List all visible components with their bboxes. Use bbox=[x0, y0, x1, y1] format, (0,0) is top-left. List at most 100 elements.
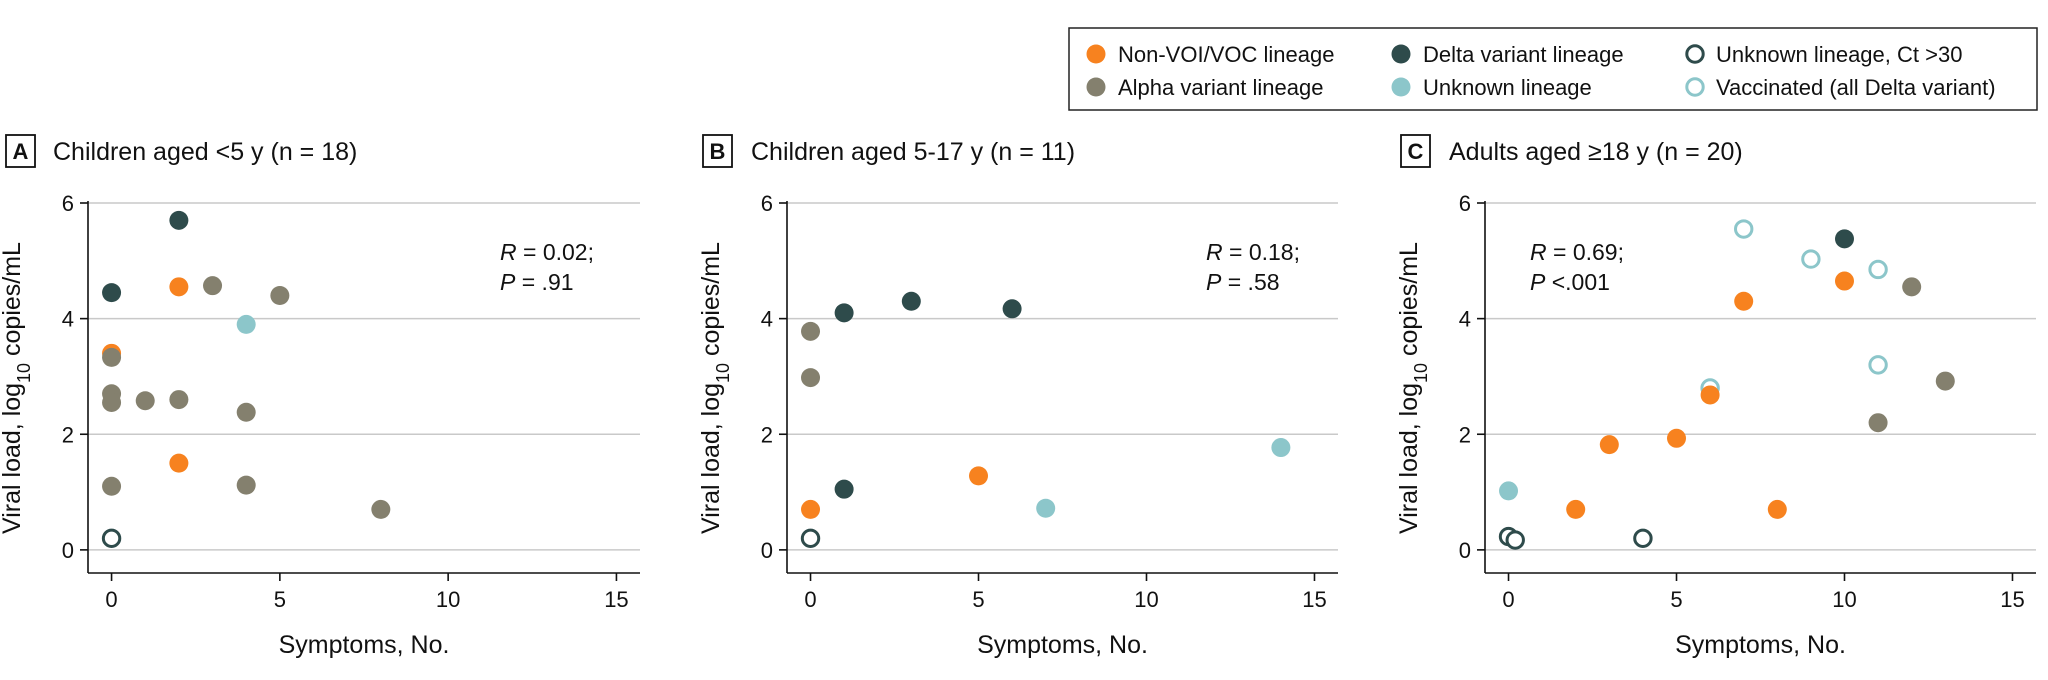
panel-c-y-tick-label-0: 0 bbox=[1459, 538, 1471, 563]
panel-b-point-5 bbox=[1271, 438, 1291, 458]
panel-a-p-label: P bbox=[500, 269, 516, 295]
panel-a-p-value: = .91 bbox=[515, 269, 573, 295]
legend-label-delta: Delta variant lineage bbox=[1423, 42, 1624, 67]
panel-c: C Adults aged ≥18 y (n = 20) 0 2 4 6 0 5 10 15 S… bbox=[1395, 134, 2036, 659]
panel-a-title: Children aged <5 y (n = 18) bbox=[53, 138, 357, 166]
panel-c-point-5 bbox=[1902, 277, 1922, 297]
panel-b-p-value: = .58 bbox=[1221, 269, 1279, 295]
panel-b-x-tick-label-2: 10 bbox=[1134, 587, 1158, 612]
panel-c-y-tick-label-3: 6 bbox=[1459, 191, 1471, 216]
panel-a-x-tick-label-1: 5 bbox=[274, 587, 286, 612]
panel-a-point-11 bbox=[169, 390, 189, 410]
panel-b-x-tick-label-0: 0 bbox=[804, 587, 816, 612]
panel-b-point-1 bbox=[801, 368, 821, 388]
panel-a-point-17 bbox=[101, 528, 122, 549]
panel-a-y-tick-label-2: 4 bbox=[62, 307, 74, 332]
panel-c-point-2 bbox=[1801, 249, 1821, 269]
panel-c-r-value: = 0.69; bbox=[1547, 239, 1624, 265]
panel-a-point-16 bbox=[371, 499, 391, 519]
panel-b-y-tick-label-1: 2 bbox=[761, 422, 773, 447]
panel-a-point-0 bbox=[102, 283, 122, 303]
panel-c-p-label: P bbox=[1530, 269, 1546, 295]
panel-c-p-value: <.001 bbox=[1545, 269, 1610, 295]
panel-a-letter: A bbox=[13, 139, 29, 164]
panel-c-r-stat: R = 0.69; bbox=[1530, 239, 1624, 265]
panel-b-y-tick-label-3: 6 bbox=[761, 191, 773, 216]
panel-b-p-label: P bbox=[1206, 269, 1222, 295]
panel-b-x-axis-title: Symptoms, No. bbox=[977, 631, 1148, 659]
panel-c-y-tick-label-1: 2 bbox=[1459, 422, 1471, 447]
panel-a-y-axis-title: Viral load, log10 copies/mL bbox=[0, 242, 34, 534]
panel-b-point-7 bbox=[834, 479, 854, 499]
panel-a-point-14 bbox=[102, 476, 122, 496]
panel-c-point-7 bbox=[1868, 355, 1888, 375]
panel-c-x-tick-label-0: 0 bbox=[1502, 587, 1514, 612]
legend-item-unknown: Unknown lineage bbox=[1391, 75, 1592, 100]
panel-b-y-axis-title: Viral load, log10 copies/mL bbox=[697, 242, 733, 534]
panel-c-y-axis-title: Viral load, log10 copies/mL bbox=[1395, 242, 1431, 534]
panel-a-point-13 bbox=[169, 453, 189, 473]
legend-item-alpha: Alpha variant lineage bbox=[1086, 75, 1323, 100]
panel-a-r-value: = 0.02; bbox=[517, 239, 594, 265]
panel-c-point-12 bbox=[1667, 428, 1687, 448]
panel-c-point-13 bbox=[1599, 435, 1619, 455]
legend-label-alpha: Alpha variant lineage bbox=[1118, 75, 1323, 100]
legend-item-delta: Delta variant lineage bbox=[1391, 42, 1624, 67]
panel-a-point-15 bbox=[236, 475, 256, 495]
panel-b-point-6 bbox=[969, 466, 989, 486]
panel-b-x-tick-label-3: 15 bbox=[1302, 587, 1326, 612]
panel-c-letter: C bbox=[1408, 139, 1424, 164]
panel-a-point-10 bbox=[135, 391, 155, 411]
legend-label-nonvoi: Non-VOI/VOC lineage bbox=[1118, 42, 1334, 67]
panel-c-title: Adults aged ≥18 y (n = 20) bbox=[1449, 138, 1743, 166]
legend-item-nonvoi: Non-VOI/VOC lineage bbox=[1086, 42, 1334, 67]
panel-b-p-stat: P = .58 bbox=[1206, 269, 1280, 295]
panel-c-point-1 bbox=[1834, 229, 1854, 249]
panel-b: B Children aged 5-17 y (n = 11) 0 2 4 6 0 5 10… bbox=[697, 134, 1338, 659]
panel-c-point-16 bbox=[1767, 499, 1787, 519]
panel-b-letter-box bbox=[702, 134, 733, 168]
panel-a-p-stat: P = .91 bbox=[500, 269, 574, 295]
panel-c-letter-box bbox=[1400, 134, 1431, 168]
panel-c-point-0 bbox=[1734, 219, 1754, 239]
panel-a-y-tick-label-0: 0 bbox=[62, 538, 74, 563]
panel-c-point-11 bbox=[1868, 413, 1888, 433]
panel-c-r-label: R bbox=[1530, 239, 1547, 265]
panel-b-letter: B bbox=[710, 139, 726, 164]
panel-c-y-tick-label-2: 4 bbox=[1459, 307, 1471, 332]
panel-b-r-stat: R = 0.18; bbox=[1206, 239, 1300, 265]
panel-a-point-7 bbox=[102, 347, 122, 367]
panel-c-p-stat: P <.001 bbox=[1530, 269, 1610, 295]
legend-item-unknown-ct30: Unknown lineage, Ct >30 bbox=[1685, 42, 1962, 67]
legend-marker-delta bbox=[1391, 44, 1411, 64]
panel-b-point-2 bbox=[834, 303, 854, 323]
legend-marker-alpha bbox=[1086, 77, 1106, 97]
legend-label-unknown: Unknown lineage bbox=[1423, 75, 1592, 100]
legend: Non-VOI/VOC lineage Alpha variant lineag… bbox=[1068, 27, 2038, 111]
panel-b-plot: 0 2 4 6 0 5 10 15 Symptoms, No. Viral load, log10… bbox=[697, 191, 1338, 659]
panel-a-point-5 bbox=[236, 314, 256, 334]
panel-b-r-value: = 0.18; bbox=[1223, 239, 1300, 265]
legend-marker-vaccinated bbox=[1685, 77, 1705, 97]
panel-a-point-2 bbox=[169, 277, 189, 297]
panel-a: A Children aged <5 y (n = 18) 0 2 4 6 0 5 10 15… bbox=[0, 134, 640, 659]
panel-a-letter-box bbox=[5, 134, 36, 168]
panel-b-point-10 bbox=[800, 528, 821, 549]
panel-c-point-8 bbox=[1935, 371, 1955, 391]
panel-b-point-9 bbox=[801, 499, 821, 519]
panel-c-x-tick-label-1: 5 bbox=[1670, 587, 1682, 612]
panel-a-x-tick-label-3: 15 bbox=[604, 587, 628, 612]
panel-b-y-tick-label-2: 4 bbox=[761, 307, 773, 332]
legend-marker-unknown-ct30 bbox=[1685, 44, 1705, 64]
legend-box bbox=[1068, 27, 2038, 111]
panel-a-point-4 bbox=[270, 286, 290, 305]
panel-b-point-8 bbox=[1036, 498, 1056, 518]
panel-c-point-19 bbox=[1633, 528, 1653, 549]
panel-a-x-axis-title: Symptoms, No. bbox=[279, 631, 450, 659]
panel-b-r-label: R bbox=[1206, 239, 1223, 265]
panel-a-r-stat: R = 0.02; bbox=[500, 239, 594, 265]
panel-c-point-3 bbox=[1868, 259, 1888, 280]
panel-a-y-tick-label-1: 2 bbox=[62, 422, 74, 447]
legend-marker-unknown bbox=[1391, 77, 1411, 97]
